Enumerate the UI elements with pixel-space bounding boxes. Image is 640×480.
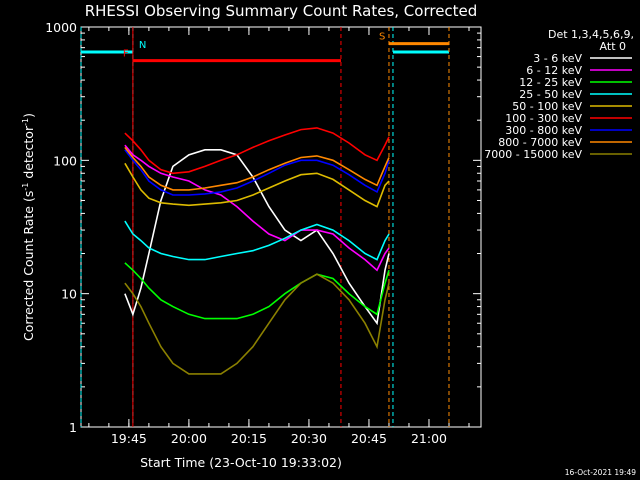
x-tick-label: 19:45: [111, 431, 147, 446]
y-tick-label: 100: [53, 153, 77, 168]
legend-label: 25 - 50 keV: [519, 88, 582, 101]
series-line: [124, 262, 390, 320]
x-tick-label: 20:00: [171, 431, 207, 446]
series-line: [124, 146, 390, 191]
plot-area: [80, 26, 482, 428]
x-tick-label: 20:30: [291, 431, 327, 446]
y-tick-label: 1: [69, 420, 77, 435]
y-label-sup1: -1: [21, 183, 30, 191]
event-markers: NF S: [80, 27, 450, 427]
plot-frame: [80, 26, 482, 428]
y-label-part3: ): [21, 113, 36, 118]
y-label-sup2: -1: [21, 118, 30, 126]
series-line: [124, 144, 390, 272]
legend-label: 7000 - 15000 keV: [484, 148, 582, 161]
series-line: [124, 162, 390, 208]
y-label-part1: Corrected Count Rate (s: [21, 191, 36, 341]
event-label-n: N: [139, 40, 146, 51]
series-line: [124, 220, 390, 261]
legend-label: 6 - 12 keV: [526, 64, 582, 77]
legend-label: 3 - 6 keV: [533, 52, 582, 65]
x-tick-label: 20:45: [351, 431, 387, 446]
event-label-s: S: [379, 32, 385, 43]
legend-label: 50 - 100 keV: [512, 100, 582, 113]
series-lines: [124, 127, 390, 375]
chart-title: RHESSI Observing Summary Count Rates, Co…: [85, 2, 478, 20]
y-axis-label: Corrected Count Rate (s-1 detector-1): [21, 113, 36, 341]
legend-label: 300 - 800 keV: [505, 124, 582, 137]
legend-label: 12 - 25 keV: [519, 76, 582, 89]
legend-header-line2: Att 0: [600, 40, 626, 53]
series-line: [124, 127, 390, 175]
legend-header-line1: Det 1,3,4,5,6,9,: [548, 28, 634, 41]
y-label-part2: detector: [21, 125, 36, 183]
event-label-f: F: [123, 49, 129, 60]
x-tick-label: 21:00: [411, 431, 447, 446]
legend-label: 800 - 7000 keV: [498, 136, 582, 149]
series-line: [124, 149, 390, 196]
x-tick-label: 20:15: [231, 431, 267, 446]
y-tick-label: 1000: [45, 20, 77, 35]
timestamp: 16-Oct-2021 19:49: [565, 468, 636, 477]
x-axis-label: Start Time (23-Oct-10 19:33:02): [140, 455, 342, 470]
series-line: [124, 273, 390, 375]
legend-label: 100 - 300 keV: [505, 112, 582, 125]
y-tick-label: 10: [61, 287, 77, 302]
